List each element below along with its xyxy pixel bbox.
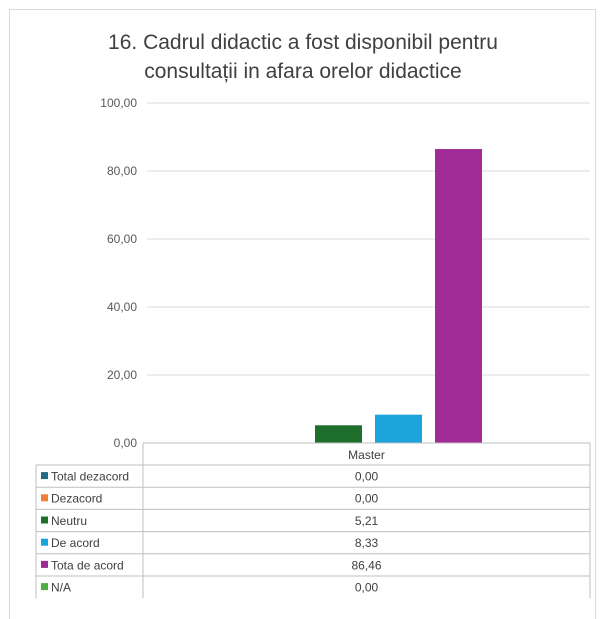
legend-label: N/A — [51, 581, 71, 595]
bar — [315, 425, 362, 443]
bar — [375, 414, 422, 443]
legend-key — [41, 583, 48, 591]
data-label: 0,00 — [355, 581, 379, 595]
legend-label: Tota de acord — [51, 558, 124, 572]
data-label: 0,00 — [355, 492, 379, 506]
legend-key — [41, 560, 48, 568]
data-label: 86,46 — [351, 558, 381, 572]
chart-title: 16. Cadrul didactic a fost disponibil pe… — [0, 28, 606, 86]
legend-key — [41, 516, 48, 524]
y-tick-label: 0,00 — [114, 436, 138, 450]
chart-title-line-2: consultații in afara orelor didactice — [144, 60, 462, 83]
y-tick-label: 20,00 — [107, 368, 137, 382]
data-label: 8,33 — [355, 536, 379, 550]
chart-title-line-1: 16. Cadrul didactic a fost disponibil pe… — [108, 31, 498, 54]
category-label: Master — [348, 448, 385, 462]
legend-label: Total dezacord — [51, 470, 129, 484]
legend-label: De acord — [51, 536, 100, 550]
y-tick-label: 80,00 — [107, 164, 137, 178]
legend-key — [41, 472, 48, 480]
data-label: 0,00 — [355, 470, 379, 484]
y-tick-label: 40,00 — [107, 300, 137, 314]
legend-key — [41, 538, 48, 546]
legend-label: Dezacord — [51, 492, 102, 506]
legend-key — [41, 494, 48, 502]
y-tick-label: 60,00 — [107, 232, 137, 246]
legend-label: Neutru — [51, 514, 87, 528]
bar — [435, 149, 482, 443]
y-tick-label: 100,00 — [100, 96, 137, 110]
chart-frame — [9, 9, 596, 619]
data-label: 5,21 — [355, 514, 379, 528]
